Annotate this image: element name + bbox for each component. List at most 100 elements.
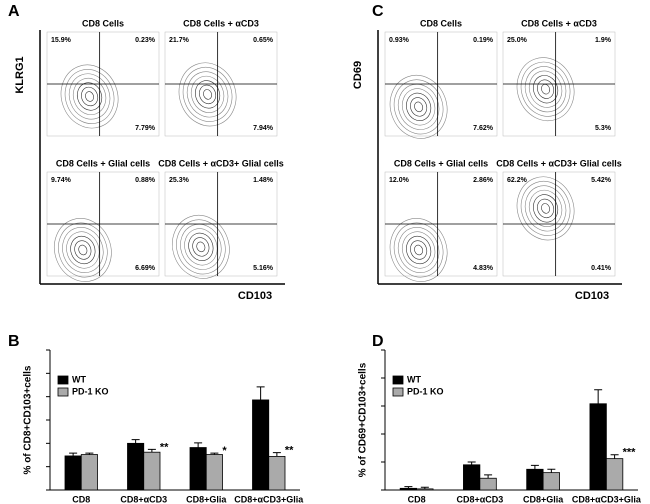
contour [77,82,103,111]
contour [182,66,233,122]
contour [533,75,559,104]
panel-label: D [372,333,384,350]
legend-swatch [57,375,69,385]
quadrant-percent: 1.9% [595,37,612,44]
bar [416,488,434,491]
bar [589,403,607,491]
legend-swatch [392,375,404,385]
quadrant-percent: 7.79% [135,125,156,132]
contour [533,194,559,223]
bar [542,472,560,491]
quadrant-percent: 21.7% [169,37,190,44]
panel-label: A [8,3,20,20]
plot-title: CD8 Cells + Glial cells [394,158,488,168]
contour [401,88,436,126]
error-bar [69,452,78,456]
x-tick-label: CD8 [408,494,426,504]
plot-title: CD8 Cells + αCD3+ Glial cells [158,158,284,168]
error-bar [610,454,619,459]
quadrant-percent: 9.74% [51,177,72,184]
contour [524,66,567,113]
panel-label: B [8,333,20,350]
contour [81,86,99,107]
error-bar [194,442,203,448]
contour [414,244,424,256]
quadrant-percent: 15.9% [51,37,72,44]
contour [178,62,237,127]
contour [520,180,571,236]
contour [389,75,448,139]
contour [393,79,444,135]
contour [180,223,222,270]
contour [186,71,229,118]
quadrant-percent: 0.19% [473,37,494,44]
bar [205,454,223,491]
contour [66,231,100,269]
contour [406,92,432,121]
contour [199,84,217,105]
contour [516,176,575,241]
contour [389,218,448,282]
error-bar [272,452,281,457]
y-axis-label: % of CD69+CD103+cells [358,362,369,477]
error-bar [404,486,413,489]
error-bar [484,474,493,479]
quadrant-percent: 7.94% [253,125,274,132]
bar [143,451,161,491]
contour [516,57,575,122]
contour [70,235,96,265]
quadrant-percent: 0.93% [389,37,410,44]
contour [414,101,424,113]
contour [58,222,108,278]
x-axis-label: CD103 [575,290,609,302]
x-tick-label: CD8 [72,494,90,504]
error-bar [467,461,476,465]
contour [203,89,212,100]
quadrant-percent: 62.2% [507,177,528,184]
contour [541,203,550,214]
x-axis-label: CD103 [238,290,272,302]
quadrant-percent: 25.0% [507,37,528,44]
contour [62,227,104,273]
bar [479,477,497,491]
error-bar [131,439,140,444]
error-bar [210,452,219,455]
plot-title: CD8 Cells [420,18,462,28]
legend-label: PD-1 KO [407,386,444,396]
contour [72,77,107,116]
quadrant-percent: 0.23% [135,37,156,44]
quadrant-percent: 12.0% [389,177,410,184]
y-axis-label: % of CD8+CD103+cells [23,365,34,474]
bar [80,454,98,491]
significance: ** [160,441,169,453]
bar [127,442,145,491]
contour [54,218,112,282]
contour [78,244,88,256]
bar [605,458,624,491]
error-bar [147,448,156,453]
x-tick-label: CD8+Glia [523,494,564,504]
quadrant-percent: 0.88% [135,177,156,184]
quadrant-percent: 7.62% [473,125,494,132]
plot-title: CD8 Cells + Glial cells [56,158,150,168]
bar [189,447,207,491]
error-bar [530,464,539,470]
bar [64,455,82,491]
contour [74,240,92,260]
contour [528,70,563,108]
x-tick-label: CD8+αCD3+Glia [234,494,304,504]
significance: * [222,445,227,457]
contour [195,80,221,109]
contour [85,91,94,102]
error-bar [85,452,94,455]
y-axis-label: KLRG1 [14,56,26,93]
contour [401,231,436,269]
contour [184,228,218,266]
significance: ** [285,445,294,457]
contour [541,84,550,95]
contour [410,97,428,117]
bar [268,455,286,491]
legend-swatch [57,387,69,397]
bar [463,464,481,491]
